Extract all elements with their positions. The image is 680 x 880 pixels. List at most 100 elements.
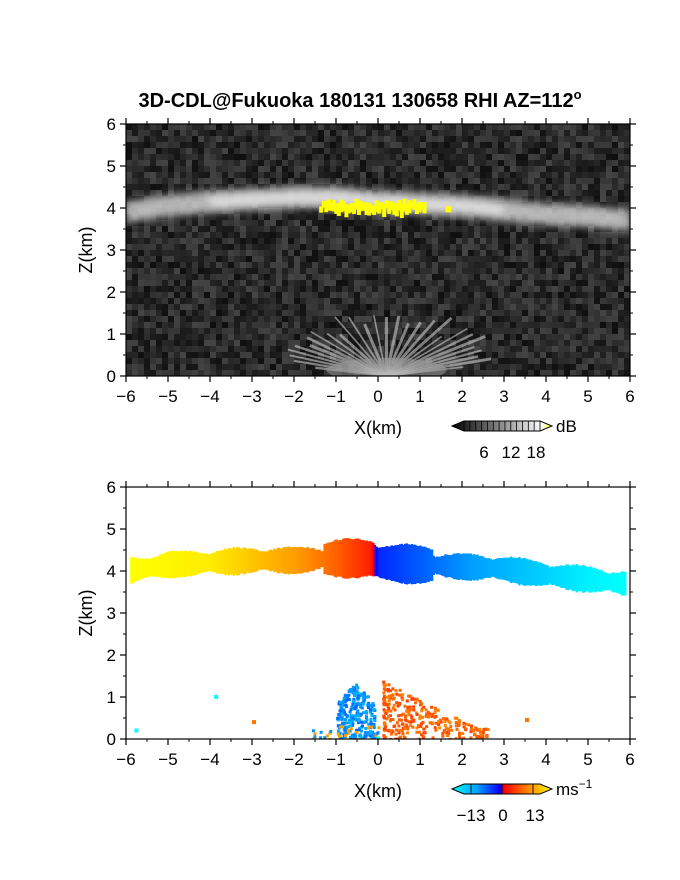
noise-cell xyxy=(432,286,438,292)
noise-cell xyxy=(216,250,222,256)
noise-cell xyxy=(288,142,294,148)
noise-cell xyxy=(306,154,312,160)
noise-cell xyxy=(156,142,162,148)
noise-cell xyxy=(432,250,438,256)
noise-cell xyxy=(288,148,294,154)
velocity-pixel xyxy=(353,688,357,692)
noise-cell xyxy=(258,130,264,136)
noise-cell xyxy=(144,310,150,316)
noise-cell xyxy=(216,280,222,286)
noise-cell xyxy=(174,232,180,238)
noise-cell xyxy=(126,178,132,184)
noise-cell xyxy=(540,310,546,316)
velocity-column xyxy=(142,559,145,578)
noise-cell xyxy=(216,262,222,268)
noise-cell xyxy=(612,232,618,238)
noise-cell xyxy=(558,304,564,310)
velocity-pixel xyxy=(408,705,412,709)
noise-cell xyxy=(354,298,360,304)
noise-cell xyxy=(288,292,294,298)
noise-cell xyxy=(324,334,330,340)
noise-cell xyxy=(246,142,252,148)
noise-cell xyxy=(270,268,276,274)
velocity-column xyxy=(432,555,435,575)
velocity-pixel xyxy=(457,719,461,723)
noise-cell xyxy=(270,280,276,286)
intensity-y-tick-label: 5 xyxy=(107,157,116,176)
noise-cell xyxy=(438,322,444,328)
noise-cell xyxy=(276,250,282,256)
noise-cell xyxy=(564,142,570,148)
noise-cell xyxy=(252,346,258,352)
noise-cell xyxy=(498,172,504,178)
noise-cell xyxy=(576,280,582,286)
noise-cell xyxy=(228,214,234,220)
noise-cell xyxy=(300,208,306,214)
velocity-pixel xyxy=(394,689,398,693)
noise-cell xyxy=(504,328,510,334)
noise-cell xyxy=(252,250,258,256)
noise-cell xyxy=(294,310,300,316)
noise-cell xyxy=(258,334,264,340)
noise-cell xyxy=(444,304,450,310)
noise-cell xyxy=(168,160,174,166)
saturated-pixel xyxy=(377,202,382,214)
noise-cell xyxy=(258,214,264,220)
velocity-pixel xyxy=(445,732,449,736)
noise-cell xyxy=(174,340,180,346)
velocity-column xyxy=(501,558,504,580)
noise-cell xyxy=(570,274,576,280)
noise-cell xyxy=(528,226,534,232)
noise-cell xyxy=(558,292,564,298)
noise-cell xyxy=(438,262,444,268)
noise-cell xyxy=(450,328,456,334)
noise-cell xyxy=(216,292,222,298)
noise-cell xyxy=(192,298,198,304)
noise-cell xyxy=(126,190,132,196)
noise-cell xyxy=(582,328,588,334)
noise-cell xyxy=(408,328,414,334)
noise-cell xyxy=(222,352,228,358)
velocity-pixel xyxy=(434,728,438,732)
noise-cell xyxy=(348,268,354,274)
noise-cell xyxy=(582,316,588,322)
noise-cell xyxy=(198,172,204,178)
velocity-column xyxy=(526,559,530,586)
noise-cell xyxy=(504,370,510,376)
velocity-pixel xyxy=(442,717,446,721)
velocity-pixel xyxy=(352,699,356,703)
noise-cell xyxy=(402,286,408,292)
noise-cell xyxy=(186,298,192,304)
noise-cell xyxy=(444,250,450,256)
noise-cell xyxy=(198,370,204,376)
noise-cell xyxy=(354,166,360,172)
noise-cell xyxy=(210,262,216,268)
noise-cell xyxy=(186,268,192,274)
velocity-column xyxy=(472,554,476,581)
velocity-column xyxy=(434,557,437,574)
noise-cell xyxy=(414,268,420,274)
noise-cell xyxy=(420,292,426,298)
noise-cell xyxy=(156,226,162,232)
noise-cell xyxy=(444,124,450,130)
noise-cell xyxy=(312,268,318,274)
noise-cell xyxy=(342,148,348,154)
noise-cell xyxy=(168,310,174,316)
saturated-pixel xyxy=(404,203,409,215)
noise-cell xyxy=(594,322,600,328)
noise-cell xyxy=(408,166,414,172)
velocity-pixel xyxy=(401,698,405,702)
noise-cell xyxy=(138,316,144,322)
noise-cell xyxy=(618,334,624,340)
noise-cell xyxy=(174,250,180,256)
noise-cell xyxy=(498,370,504,376)
noise-cell xyxy=(276,220,282,226)
noise-cell xyxy=(504,286,510,292)
noise-cell xyxy=(312,214,318,220)
noise-cell xyxy=(594,160,600,166)
noise-cell xyxy=(624,244,630,250)
noise-cell xyxy=(354,256,360,262)
noise-cell xyxy=(522,130,528,136)
noise-cell xyxy=(612,154,618,160)
